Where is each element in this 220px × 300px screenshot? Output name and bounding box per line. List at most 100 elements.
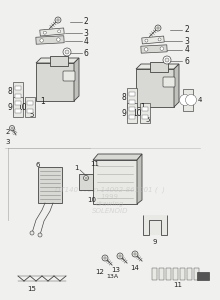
Text: 3: 3: [84, 28, 88, 38]
Polygon shape: [36, 58, 79, 63]
FancyBboxPatch shape: [15, 110, 21, 112]
Text: 2: 2: [84, 17, 88, 26]
Text: 10: 10: [88, 197, 97, 203]
Circle shape: [132, 251, 138, 257]
FancyBboxPatch shape: [136, 69, 174, 107]
Circle shape: [163, 56, 171, 64]
Polygon shape: [183, 89, 193, 111]
FancyBboxPatch shape: [15, 101, 21, 105]
Circle shape: [117, 253, 123, 259]
Text: 2: 2: [6, 129, 10, 135]
Text: 6: 6: [185, 56, 189, 65]
Text: 5: 5: [146, 117, 150, 123]
Text: 13A: 13A: [106, 274, 118, 280]
Polygon shape: [25, 97, 35, 117]
Circle shape: [102, 255, 108, 261]
Circle shape: [43, 31, 46, 34]
Polygon shape: [74, 58, 79, 101]
Text: 4: 4: [198, 97, 202, 103]
Text: 11: 11: [174, 282, 183, 288]
FancyBboxPatch shape: [27, 110, 33, 112]
Circle shape: [165, 58, 169, 62]
Polygon shape: [136, 64, 179, 69]
Circle shape: [30, 231, 34, 235]
Text: 9: 9: [153, 239, 157, 245]
Circle shape: [38, 233, 42, 237]
Text: 4: 4: [84, 37, 88, 46]
Circle shape: [155, 25, 161, 31]
FancyBboxPatch shape: [129, 107, 135, 111]
Text: 6: 6: [84, 49, 88, 58]
Polygon shape: [127, 88, 137, 108]
FancyBboxPatch shape: [79, 174, 93, 190]
Polygon shape: [141, 45, 167, 53]
Circle shape: [40, 39, 43, 42]
FancyBboxPatch shape: [143, 215, 167, 235]
Text: 8: 8: [122, 94, 126, 103]
Text: 1: 1: [41, 98, 45, 106]
FancyBboxPatch shape: [129, 92, 135, 96]
Polygon shape: [13, 97, 23, 117]
FancyBboxPatch shape: [163, 77, 175, 87]
Polygon shape: [40, 28, 64, 36]
FancyBboxPatch shape: [38, 167, 62, 203]
FancyBboxPatch shape: [159, 268, 164, 280]
FancyBboxPatch shape: [129, 116, 135, 118]
Circle shape: [9, 125, 15, 130]
Polygon shape: [140, 103, 150, 123]
Polygon shape: [137, 154, 142, 204]
Text: 3: 3: [6, 139, 10, 145]
FancyBboxPatch shape: [142, 107, 148, 111]
Circle shape: [185, 94, 196, 106]
Text: 5: 5: [30, 112, 34, 118]
Polygon shape: [36, 36, 64, 44]
Polygon shape: [13, 82, 23, 102]
Text: 1: 1: [74, 165, 78, 171]
Text: 14: 14: [130, 265, 139, 271]
Polygon shape: [127, 103, 137, 123]
Circle shape: [57, 38, 60, 41]
FancyBboxPatch shape: [180, 268, 185, 280]
Text: 10: 10: [17, 103, 27, 112]
Circle shape: [145, 48, 148, 51]
FancyBboxPatch shape: [173, 268, 178, 280]
Circle shape: [63, 48, 71, 56]
Text: 15: 15: [28, 286, 37, 292]
Circle shape: [84, 176, 88, 181]
Polygon shape: [142, 36, 164, 44]
Polygon shape: [174, 64, 179, 107]
FancyBboxPatch shape: [129, 100, 135, 103]
Text: 8: 8: [8, 88, 12, 97]
Text: 9: 9: [122, 109, 126, 118]
Circle shape: [65, 50, 69, 54]
Text: 2: 2: [185, 26, 189, 34]
FancyBboxPatch shape: [142, 116, 148, 118]
Text: 10: 10: [132, 109, 142, 118]
Circle shape: [55, 17, 61, 23]
Text: 13: 13: [112, 267, 121, 273]
FancyBboxPatch shape: [93, 160, 137, 204]
FancyBboxPatch shape: [197, 272, 209, 280]
FancyBboxPatch shape: [187, 268, 192, 280]
FancyBboxPatch shape: [50, 56, 68, 66]
Text: 12: 12: [95, 269, 104, 275]
FancyBboxPatch shape: [194, 268, 199, 280]
Text: DT140 From 14002-861001 (  )
1999
drawing
SOLENOID: DT140 From 14002-861001 ( ) 1999 drawing…: [55, 186, 165, 214]
FancyBboxPatch shape: [15, 94, 21, 98]
Text: 4: 4: [185, 46, 189, 55]
FancyBboxPatch shape: [27, 101, 33, 105]
Circle shape: [145, 39, 148, 42]
Circle shape: [180, 94, 191, 106]
FancyBboxPatch shape: [36, 63, 74, 101]
Circle shape: [158, 38, 161, 41]
Text: 6: 6: [36, 162, 40, 168]
FancyBboxPatch shape: [152, 268, 157, 280]
Text: 9: 9: [7, 103, 13, 112]
Polygon shape: [93, 154, 142, 160]
FancyBboxPatch shape: [166, 268, 171, 280]
Text: 1: 1: [141, 103, 145, 112]
Circle shape: [160, 47, 163, 50]
Text: 11: 11: [90, 161, 99, 167]
FancyBboxPatch shape: [63, 71, 75, 81]
Circle shape: [58, 30, 61, 33]
